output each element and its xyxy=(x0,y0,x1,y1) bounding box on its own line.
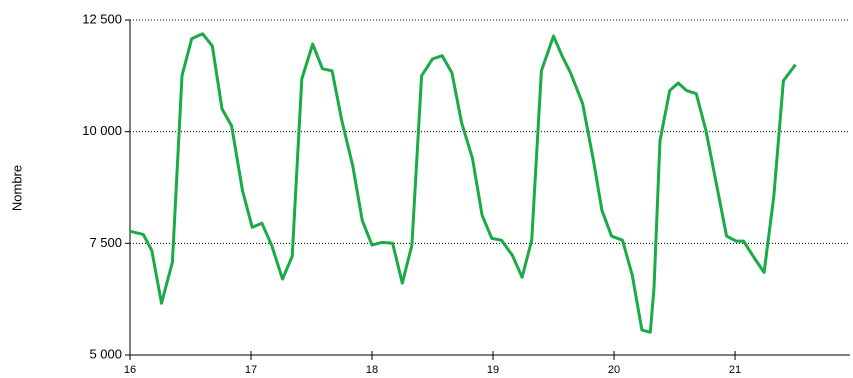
x-tick-label: 17 xyxy=(245,364,257,376)
y-tick-label: 7 500 xyxy=(89,235,122,250)
y-tick-label: 12 500 xyxy=(82,11,122,26)
x-tick-label: 16 xyxy=(124,364,136,376)
line xyxy=(129,32,797,334)
y-axis-label: Nombre xyxy=(9,165,24,211)
y-tick-label: 5 000 xyxy=(89,346,122,361)
x-tick-label: 19 xyxy=(487,364,499,376)
x-tick-label: 20 xyxy=(608,364,620,376)
x-tick-label: 21 xyxy=(729,364,741,376)
x-tick-label: 18 xyxy=(366,364,378,376)
y-tick-label: 10 000 xyxy=(82,123,122,138)
